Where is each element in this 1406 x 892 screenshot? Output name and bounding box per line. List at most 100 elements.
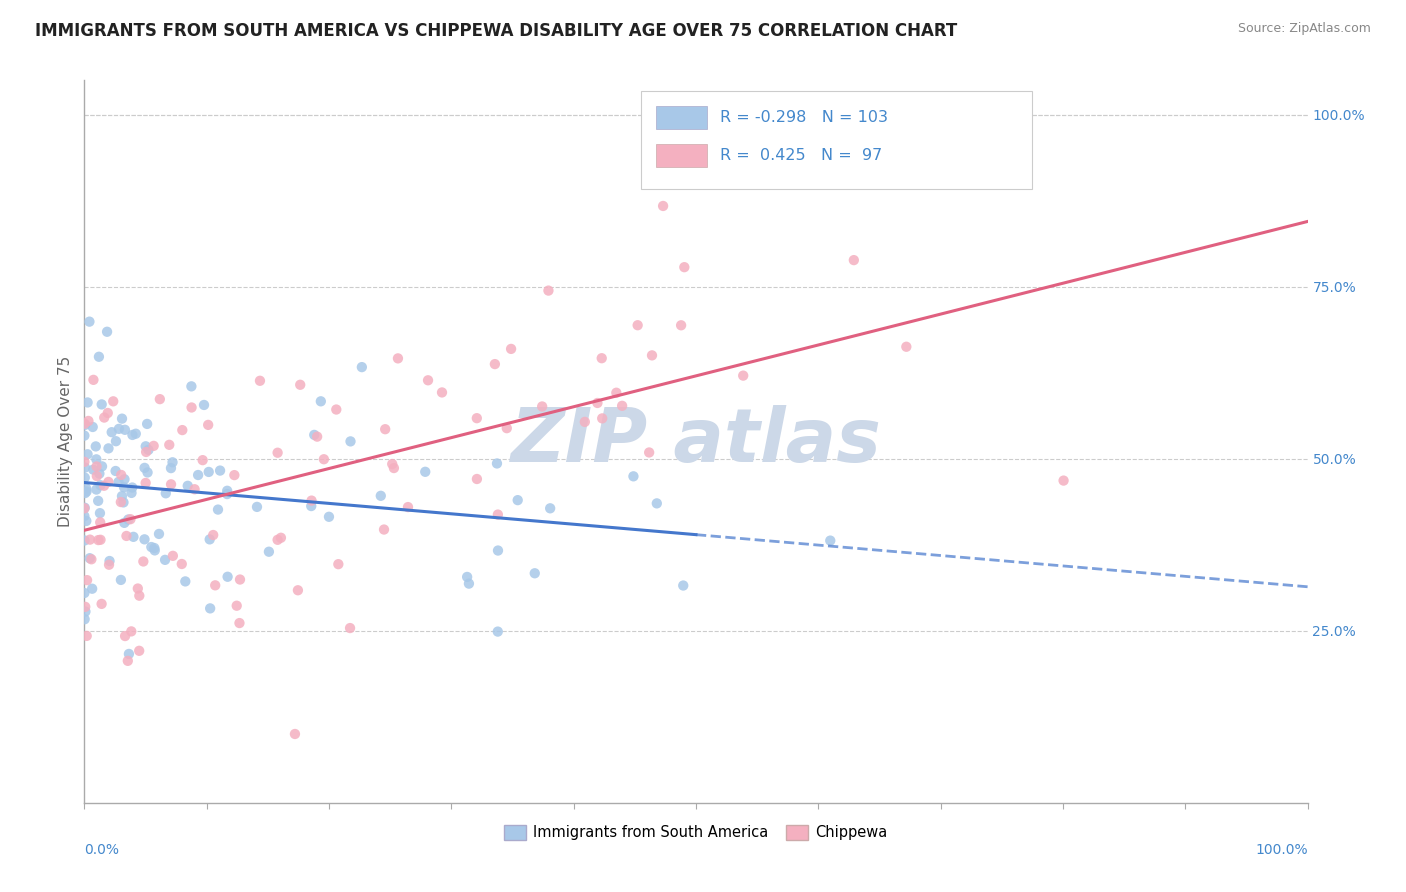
Point	[73, 500, 96, 515]
Y-axis label: Disability Age Over 75: Disability Age Over 75	[58, 356, 73, 527]
Point	[98, 558, 121, 572]
FancyBboxPatch shape	[655, 144, 707, 167]
Point	[638, 445, 661, 459]
Point	[299, 499, 322, 513]
Point	[284, 727, 307, 741]
Point	[382, 461, 405, 475]
Point	[217, 487, 239, 501]
Point	[183, 482, 205, 496]
Point	[287, 583, 309, 598]
Point	[484, 357, 506, 371]
Text: IMMIGRANTS FROM SOUTH AMERICA VS CHIPPEWA DISABILITY AGE OVER 75 CORRELATION CHA: IMMIGRANTS FROM SOUTH AMERICA VS CHIPPEW…	[35, 22, 957, 40]
Point	[73, 509, 96, 524]
Point	[672, 578, 695, 592]
Point	[387, 351, 409, 366]
Point	[111, 489, 134, 503]
Point	[82, 373, 104, 387]
Text: ZIP atlas: ZIP atlas	[510, 405, 882, 478]
Point	[120, 624, 142, 639]
Point	[373, 523, 395, 537]
Point	[495, 421, 517, 435]
Point	[574, 415, 596, 429]
Point	[586, 396, 609, 410]
Point	[652, 199, 675, 213]
Point	[149, 392, 172, 406]
Point	[82, 420, 104, 434]
Point	[249, 374, 271, 388]
Point	[142, 439, 165, 453]
Point	[538, 501, 561, 516]
Point	[118, 647, 141, 661]
Point	[73, 455, 96, 469]
Point	[73, 471, 96, 485]
Point	[110, 495, 132, 509]
Point	[79, 315, 101, 329]
Point	[121, 428, 143, 442]
Point	[591, 411, 613, 425]
Point	[180, 379, 202, 393]
Point	[198, 601, 221, 615]
Point	[193, 398, 215, 412]
Point	[396, 500, 419, 514]
Text: 0.0%: 0.0%	[84, 843, 120, 856]
Point	[501, 342, 523, 356]
Point	[89, 506, 111, 520]
Point	[135, 439, 157, 453]
Point	[197, 465, 219, 479]
Point	[374, 422, 396, 436]
Point	[160, 461, 183, 475]
Point	[304, 428, 326, 442]
Point	[162, 455, 184, 469]
Point	[486, 508, 509, 522]
Point	[537, 284, 560, 298]
Point	[266, 533, 288, 547]
Point	[128, 589, 150, 603]
Point	[73, 417, 96, 431]
Point	[86, 452, 108, 467]
Point	[115, 529, 138, 543]
Point	[209, 464, 232, 478]
Point	[100, 425, 122, 440]
Point	[121, 481, 143, 495]
Point	[110, 573, 132, 587]
Point	[75, 514, 97, 528]
Point	[198, 533, 221, 547]
Point	[301, 493, 323, 508]
Point	[111, 411, 134, 425]
Point	[465, 411, 488, 425]
Point	[136, 466, 159, 480]
Point	[328, 557, 350, 571]
Point	[80, 552, 103, 566]
Point	[86, 469, 108, 483]
Point	[75, 486, 97, 500]
Point	[76, 573, 98, 587]
Point	[350, 360, 373, 375]
Point	[86, 483, 108, 497]
Point	[103, 394, 125, 409]
Point	[87, 493, 110, 508]
Point	[486, 543, 509, 558]
Point	[153, 553, 176, 567]
Point	[148, 527, 170, 541]
Point	[89, 467, 111, 481]
Point	[76, 447, 98, 461]
Point	[134, 533, 156, 547]
Point	[141, 540, 163, 554]
Legend: Immigrants from South America, Chippewa: Immigrants from South America, Chippewa	[499, 819, 893, 847]
Point	[84, 439, 107, 453]
Point	[486, 624, 509, 639]
Point	[117, 512, 139, 526]
Point	[125, 426, 148, 441]
Point	[82, 462, 104, 476]
Point	[416, 373, 439, 387]
Point	[89, 516, 111, 530]
Point	[591, 351, 613, 366]
Point	[645, 496, 668, 510]
Point	[217, 570, 239, 584]
Point	[733, 368, 755, 383]
Point	[162, 549, 184, 563]
Point	[136, 417, 159, 431]
Point	[76, 484, 98, 499]
FancyBboxPatch shape	[655, 105, 707, 128]
Point	[207, 502, 229, 516]
